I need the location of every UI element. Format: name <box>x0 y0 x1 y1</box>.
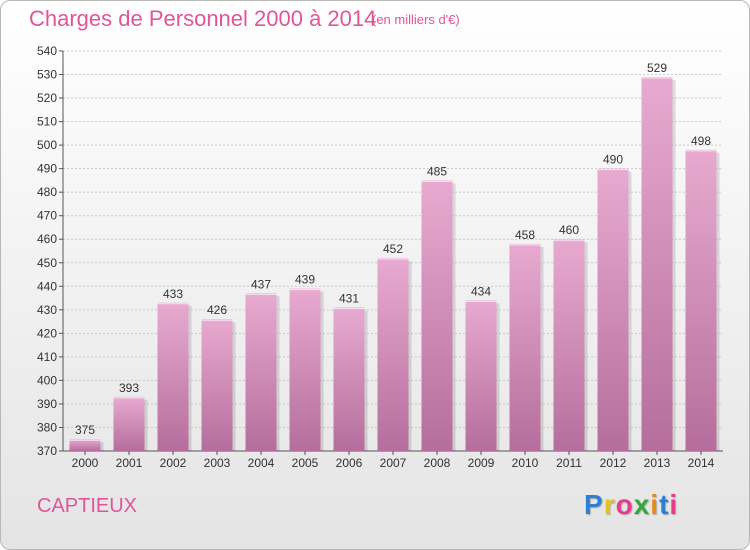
y-tick-label: 400 <box>37 373 57 387</box>
bar-value-label: 433 <box>163 287 183 301</box>
logo-letter: P <box>584 489 604 520</box>
x-tick-label: 2005 <box>292 456 319 470</box>
logo-letter: i <box>650 489 660 520</box>
y-tick-label: 440 <box>37 279 57 293</box>
bar <box>333 307 365 451</box>
y-tick-label: 480 <box>37 185 57 199</box>
x-tick-label: 2002 <box>160 456 187 470</box>
bar-value-label: 426 <box>207 303 227 317</box>
chart-title: Charges de Personnel 2000 à 2014 <box>29 6 377 31</box>
bar-value-label: 393 <box>119 381 139 395</box>
x-tick-label: 2001 <box>116 456 143 470</box>
x-tick-label: 2014 <box>688 456 715 470</box>
y-tick-label: 530 <box>37 68 57 82</box>
x-tick-label: 2008 <box>424 456 451 470</box>
bar-value-label: 434 <box>471 284 491 298</box>
bar <box>641 76 673 451</box>
bar <box>377 258 409 451</box>
labels: 370 380 390 400 410 420 430 440 450 460 470 480 490 5… <box>37 44 715 470</box>
bar <box>289 288 321 451</box>
logo-letter: x <box>633 489 651 520</box>
logo-letter: t <box>659 489 670 520</box>
y-tick-label: 470 <box>37 209 57 223</box>
x-tick-label: 2013 <box>644 456 671 470</box>
bar-value-label: 498 <box>691 134 711 148</box>
bar <box>113 396 145 451</box>
bar <box>597 168 629 451</box>
bar-value-label: 437 <box>251 277 271 291</box>
y-tick-label: 520 <box>37 91 57 105</box>
bar-value-label: 460 <box>559 223 579 237</box>
x-tick-label: 2004 <box>248 456 275 470</box>
bar <box>245 293 277 451</box>
y-tick-label: 390 <box>37 397 57 411</box>
proxiti-logo[interactable]: Proxiti <box>584 489 678 521</box>
bar <box>421 180 453 452</box>
y-tick-label: 450 <box>37 256 57 270</box>
bars <box>69 76 720 452</box>
bar-value-label: 529 <box>647 61 667 75</box>
bar-value-label: 375 <box>75 423 95 437</box>
y-tick-label: 420 <box>37 326 57 340</box>
y-tick-label: 540 <box>37 44 57 58</box>
y-tick-label: 410 <box>37 350 57 364</box>
y-tick-label: 380 <box>37 420 57 434</box>
bar <box>553 239 585 451</box>
x-tick-label: 2009 <box>468 456 495 470</box>
y-tick-label: 510 <box>37 115 57 129</box>
x-tick-label: 2012 <box>600 456 627 470</box>
y-tick-label: 430 <box>37 303 57 317</box>
bar-value-label: 490 <box>603 153 623 167</box>
x-tick-label: 2000 <box>72 456 99 470</box>
y-tick-label: 460 <box>37 232 57 246</box>
commune-name: CAPTIEUX <box>37 495 138 517</box>
logo-letter: r <box>603 489 616 520</box>
bar-value-label: 452 <box>383 242 403 256</box>
bar-value-label: 485 <box>427 164 447 178</box>
x-tick-label: 2007 <box>380 456 407 470</box>
bar <box>201 319 233 451</box>
bar-value-label: 431 <box>339 291 359 305</box>
logo-letter: i <box>669 489 679 520</box>
x-tick-label: 2003 <box>204 456 231 470</box>
x-tick-label: 2011 <box>556 456 582 470</box>
logo-letter: o <box>615 489 634 520</box>
bar <box>157 302 189 451</box>
x-tick-label: 2010 <box>512 456 539 470</box>
x-tick-label: 2006 <box>336 456 363 470</box>
y-tick-label: 490 <box>37 162 57 176</box>
y-tick-label: 500 <box>37 138 57 152</box>
bar <box>465 300 497 451</box>
chart-unit-note: (en milliers d'€) <box>372 12 460 27</box>
bar <box>685 149 717 451</box>
bar-value-label: 458 <box>515 228 535 242</box>
bar-value-label: 439 <box>295 273 315 287</box>
bar <box>69 439 101 451</box>
bar <box>509 243 541 451</box>
y-tick-label: 370 <box>37 444 57 458</box>
